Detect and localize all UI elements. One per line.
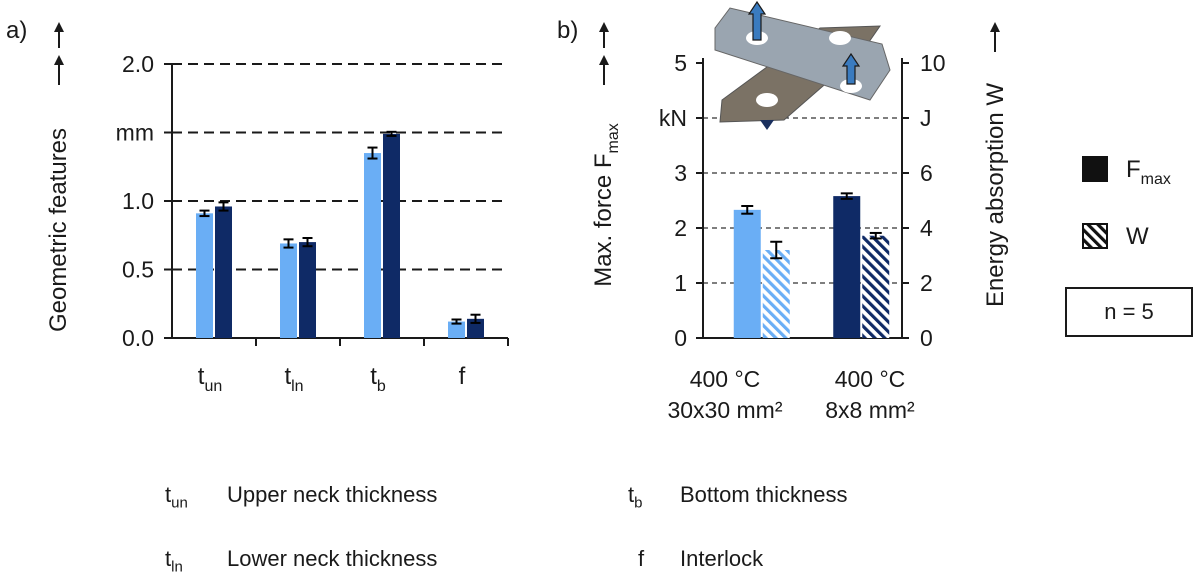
x-tick-label: 400 °C: [690, 366, 761, 392]
x-tick-label: tb: [370, 363, 386, 395]
pull-arrow-up: [747, 0, 767, 41]
pull-arrow-down: [760, 120, 774, 130]
x-tick-label: 30x30 mm²: [667, 397, 782, 423]
legend-swatch: [1082, 223, 1108, 249]
x-tick-label: tln: [284, 363, 303, 395]
pull-arrow-up: [841, 52, 861, 85]
bar-fmax: [833, 196, 861, 338]
legend-label: Fmax: [1126, 156, 1171, 188]
bar-w: [762, 250, 790, 338]
bar: [215, 206, 232, 338]
y-right-tick-label: 4: [920, 215, 933, 241]
arrow-head: [990, 22, 1000, 32]
y-right-tick-label: 0: [920, 325, 933, 351]
y-tick-label: 0.0: [122, 325, 154, 351]
bar: [196, 213, 213, 338]
y-right-unit-label: J: [920, 105, 932, 131]
y-left-tick-label: 2: [674, 215, 687, 241]
y-right-tick-label: 6: [920, 160, 933, 186]
glossary-symbol: tun: [165, 482, 188, 512]
bar: [280, 243, 297, 338]
y-left-tick-label: 3: [674, 160, 687, 186]
panel-a-chart: a) 0.0 0.5 1.0 2.0 mm Geometric features tun tln…: [6, 17, 509, 395]
plate-hole: [829, 31, 851, 45]
x-tick-label: 400 °C: [835, 366, 906, 392]
y-left-axis-title: Max. force Fmax: [590, 123, 622, 287]
bar: [448, 321, 465, 338]
y-tick-label: 2.0: [122, 51, 154, 77]
sample-size-note: n = 5: [1065, 287, 1193, 337]
panel-label-arrow: [54, 22, 64, 48]
y-axis-title: Geometric features: [45, 128, 72, 332]
y-right-axis-title: Energy absorption W: [982, 83, 1009, 307]
arrow-head: [54, 22, 64, 32]
glossary-description: Bottom thickness: [680, 482, 848, 507]
bar: [383, 133, 400, 338]
y-axis-arrow: [54, 55, 64, 85]
bar-w: [862, 235, 890, 338]
arrow-head: [54, 55, 64, 65]
bar-fmax: [733, 209, 761, 338]
legend-swatch: [1082, 156, 1108, 182]
plate-hole: [840, 79, 862, 93]
glossary-description: Interlock: [680, 546, 764, 571]
arrow-head: [599, 22, 609, 32]
panel-b-chart: b) 0 1 2 3 5 kN 0 2 4 6 10 J Max. force Fmax Energy ab…: [557, 0, 1009, 423]
glossary-symbol: tb: [628, 482, 643, 512]
glossary-symbol: tln: [165, 546, 183, 576]
glossary-description: Upper neck thickness: [227, 482, 438, 507]
glossary-description: Lower neck thickness: [227, 546, 438, 571]
panel-label: a): [6, 17, 27, 44]
panel-label: b): [557, 17, 578, 44]
specimen-illustration: [714, 0, 891, 130]
y-right-tick-label: 10: [920, 50, 946, 76]
y-tick-label: 1.0: [122, 188, 154, 214]
y-tick-label: 0.5: [122, 257, 154, 283]
legend: Fmax W: [1082, 156, 1171, 250]
y-left-unit-label: kN: [659, 105, 687, 131]
y-left-tick-label: 0: [674, 325, 687, 351]
y-unit-label: mm: [116, 120, 154, 146]
y-left-tick-label: 1: [674, 270, 687, 296]
bar: [364, 153, 381, 338]
y-right-tick-label: 2: [920, 270, 933, 296]
x-tick-label: 8x8 mm²: [825, 397, 915, 423]
panel-label-arrow: [599, 22, 609, 48]
plate-hole: [756, 93, 778, 107]
y-right-axis-arrow: [990, 22, 1000, 52]
arrow-head: [599, 55, 609, 65]
legend-label: W: [1126, 223, 1149, 250]
y-left-axis-arrow: [599, 55, 609, 85]
y-left-tick-label: 5: [674, 50, 687, 76]
bar: [299, 242, 316, 338]
glossary-symbol: f: [638, 546, 645, 571]
x-tick-label: f: [459, 363, 466, 390]
sample-size-text: n = 5: [1104, 299, 1154, 324]
x-tick-label: tun: [198, 363, 222, 395]
